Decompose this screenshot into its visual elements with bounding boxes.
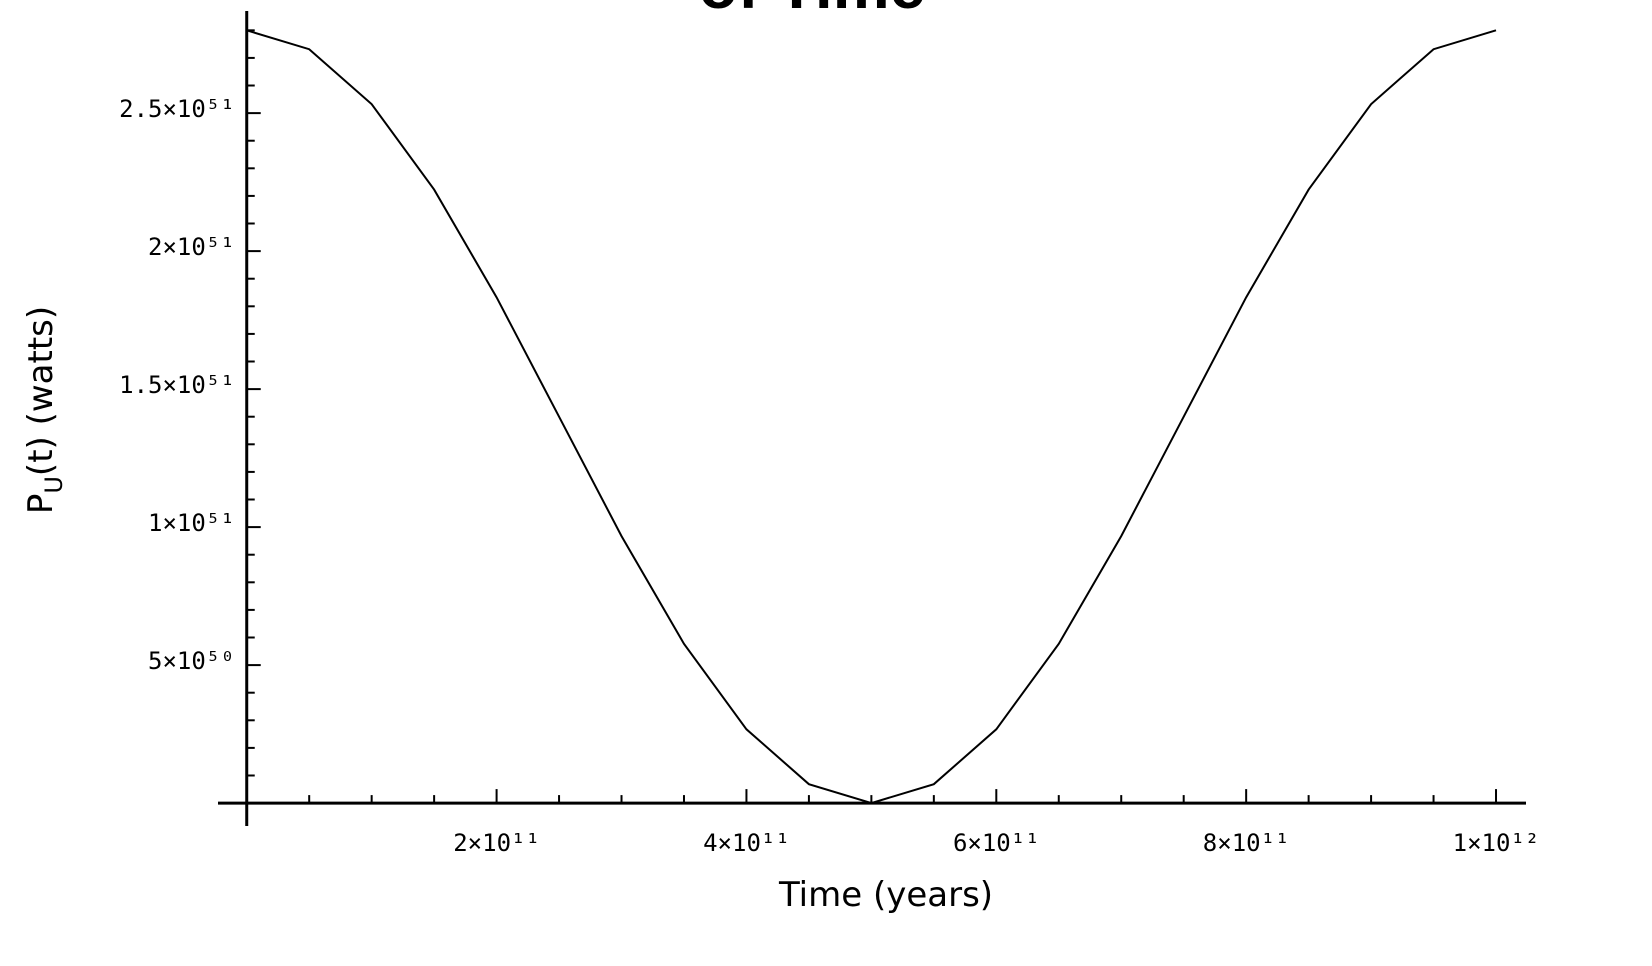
x-axis-label: Time (years) xyxy=(778,875,993,915)
y-tick-label: 2.5×10⁵¹ xyxy=(119,95,235,123)
line-series xyxy=(246,29,1497,805)
chart-title: of Time xyxy=(699,0,925,22)
y-tick-label: 1.5×10⁵¹ xyxy=(119,371,235,399)
x-tick-label: 4×10¹¹ xyxy=(703,829,790,857)
x-tick-label: 2×10¹¹ xyxy=(453,829,540,857)
y-label-rest: (t) (watts) xyxy=(21,306,61,476)
y-axis-label: PU(t) (watts) xyxy=(21,306,68,514)
y-tick-label: 1×10⁵¹ xyxy=(148,509,235,537)
y-tick-label: 5×10⁵⁰ xyxy=(148,647,235,675)
x-tick-label: 1×10¹² xyxy=(1453,829,1540,857)
y-label-sub: U xyxy=(40,476,68,494)
y-tick-label: 2×10⁵¹ xyxy=(148,233,235,261)
x-tick-label: 8×10¹¹ xyxy=(1203,829,1290,857)
x-tick-label: 6×10¹¹ xyxy=(953,829,1040,857)
y-label-main: P xyxy=(21,494,61,515)
